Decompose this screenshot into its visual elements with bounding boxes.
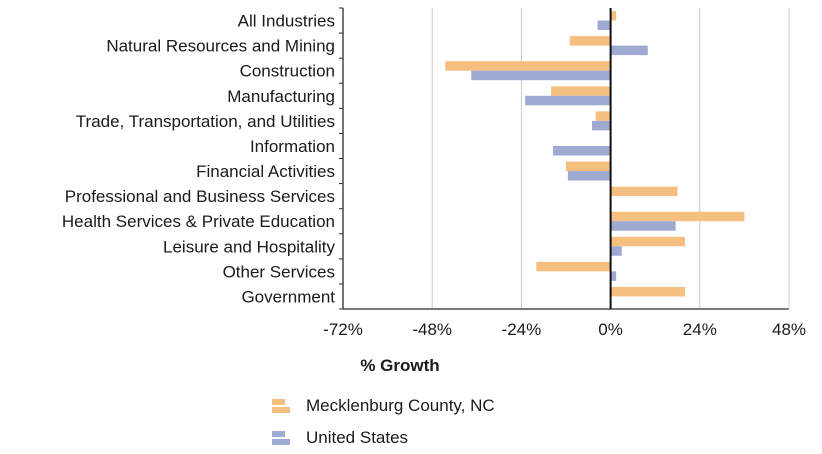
bar — [610, 221, 676, 231]
x-tick-label: -48% — [412, 320, 452, 339]
category-label: Other Services — [223, 262, 335, 281]
bar — [610, 286, 685, 297]
bar — [445, 61, 611, 71]
category-label: All Industries — [238, 12, 335, 31]
category-label: Manufacturing — [227, 87, 335, 106]
bar — [592, 120, 611, 131]
x-tick-label: 0% — [598, 320, 623, 339]
bar — [551, 86, 611, 96]
category-label: Professional and Business Services — [65, 187, 335, 206]
x-tick-label: 24% — [683, 320, 717, 339]
legend-label-united-states: United States — [306, 428, 409, 447]
category-label: Financial Activities — [196, 162, 335, 181]
bar — [610, 246, 622, 256]
legend-item-united-states: United States — [272, 422, 495, 454]
category-label: Leisure and Hospitality — [163, 237, 335, 256]
bar — [610, 11, 617, 21]
bar — [610, 45, 648, 56]
legend: Mecklenburg County, NC United States — [272, 390, 495, 454]
bar — [597, 20, 611, 31]
tick-labels: -72% -48% -24% 0% 24% 48% — [323, 320, 806, 339]
category-label: Government — [241, 287, 335, 306]
category-label: Health Services & Private Education — [62, 212, 335, 231]
x-tick-label: 48% — [772, 320, 806, 339]
bar — [566, 161, 611, 172]
bar — [595, 111, 611, 121]
category-label: Natural Resources and Mining — [106, 37, 335, 56]
category-labels: All Industries Natural Resources and Mini… — [62, 12, 336, 307]
category-label: Trade, Transportation, and Utilities — [76, 112, 335, 131]
legend-swatch-united-states-icon — [272, 431, 290, 445]
bar — [536, 261, 611, 272]
bar — [610, 211, 745, 222]
legend-swatch-mecklenburg-icon — [272, 399, 290, 413]
bar — [525, 95, 611, 106]
bar — [610, 236, 685, 247]
bar — [610, 271, 617, 281]
bar — [552, 145, 611, 156]
legend-item-mecklenburg: Mecklenburg County, NC — [272, 390, 495, 422]
category-label: Information — [250, 137, 335, 156]
bar — [471, 70, 611, 81]
plot-frame — [339, 7, 790, 310]
bar — [569, 36, 611, 46]
bar — [567, 171, 611, 181]
bar — [610, 186, 678, 197]
x-tick-label: -72% — [323, 320, 363, 339]
x-axis-title: % Growth — [360, 356, 439, 375]
category-label: Construction — [240, 62, 335, 81]
legend-label-mecklenburg: Mecklenburg County, NC — [306, 396, 495, 415]
bars — [445, 11, 745, 297]
x-tick-label: -24% — [502, 320, 542, 339]
